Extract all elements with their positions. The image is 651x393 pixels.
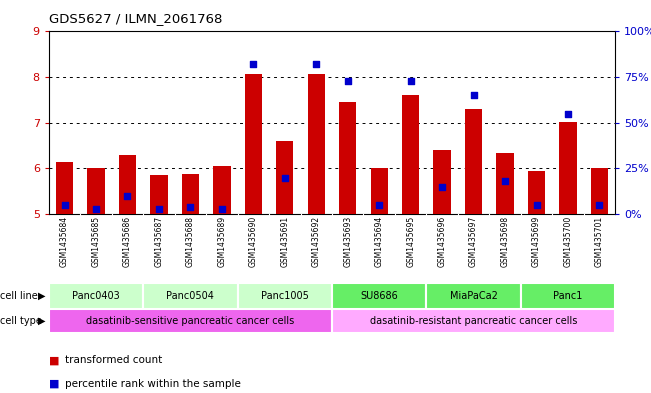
Point — [531, 202, 542, 208]
Bar — [339, 102, 356, 214]
Bar — [245, 74, 262, 214]
Bar — [370, 167, 388, 214]
Bar — [214, 166, 230, 214]
Bar — [119, 155, 136, 214]
Point — [154, 206, 164, 212]
Text: cell type: cell type — [0, 316, 42, 326]
Point — [185, 204, 195, 210]
Point — [500, 178, 510, 184]
Text: MiaPaCa2: MiaPaCa2 — [450, 291, 497, 301]
Bar — [559, 122, 577, 214]
Bar — [182, 174, 199, 214]
Point — [90, 206, 101, 212]
Point — [311, 61, 322, 68]
Bar — [497, 152, 514, 214]
Text: percentile rank within the sample: percentile rank within the sample — [65, 379, 241, 389]
Bar — [276, 141, 294, 214]
Bar — [528, 171, 545, 214]
Point — [437, 184, 447, 190]
Text: ▶: ▶ — [38, 316, 46, 326]
Text: Panc0403: Panc0403 — [72, 291, 120, 301]
Text: transformed count: transformed count — [65, 355, 162, 365]
Text: GDS5627 / ILMN_2061768: GDS5627 / ILMN_2061768 — [49, 12, 222, 25]
Bar — [591, 167, 608, 214]
Point — [279, 174, 290, 181]
Bar — [521, 283, 615, 309]
Bar — [426, 283, 521, 309]
Point — [122, 193, 133, 199]
Bar — [143, 283, 238, 309]
Text: SU8686: SU8686 — [361, 291, 398, 301]
Bar — [434, 150, 450, 214]
Bar — [49, 283, 143, 309]
Text: Panc1: Panc1 — [553, 291, 583, 301]
Bar — [49, 309, 332, 333]
Point — [406, 78, 416, 84]
Bar — [332, 309, 615, 333]
Bar — [402, 95, 419, 214]
Point — [374, 202, 384, 208]
Bar — [238, 283, 332, 309]
Point — [468, 92, 478, 99]
Point — [342, 78, 353, 84]
Point — [59, 202, 70, 208]
Text: ■: ■ — [49, 379, 59, 389]
Point — [562, 110, 573, 117]
Text: ▶: ▶ — [38, 291, 46, 301]
Text: Panc1005: Panc1005 — [261, 291, 309, 301]
Bar — [150, 175, 167, 214]
Point — [217, 206, 227, 212]
Text: cell line: cell line — [0, 291, 38, 301]
Text: Panc0504: Panc0504 — [167, 291, 214, 301]
Bar — [56, 162, 73, 214]
Point — [248, 61, 258, 68]
Bar — [465, 109, 482, 214]
Text: dasatinib-sensitive pancreatic cancer cells: dasatinib-sensitive pancreatic cancer ce… — [87, 316, 294, 326]
Bar — [87, 167, 105, 214]
Point — [594, 202, 605, 208]
Bar — [308, 74, 325, 214]
Bar — [332, 283, 426, 309]
Text: dasatinib-resistant pancreatic cancer cells: dasatinib-resistant pancreatic cancer ce… — [370, 316, 577, 326]
Text: ■: ■ — [49, 355, 59, 365]
